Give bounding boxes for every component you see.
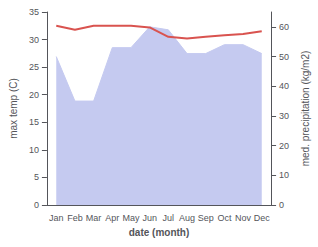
svg-text:35: 35 [29, 7, 39, 17]
svg-text:40: 40 [279, 81, 289, 91]
svg-text:Nov: Nov [235, 213, 252, 223]
svg-text:Jul: Jul [163, 213, 175, 223]
svg-text:60: 60 [279, 22, 289, 32]
svg-text:Jun: Jun [142, 213, 157, 223]
svg-text:Jan: Jan [49, 213, 64, 223]
svg-text:5: 5 [34, 172, 39, 182]
svg-text:Aug: Aug [179, 213, 195, 223]
svg-text:Dec: Dec [254, 213, 271, 223]
svg-text:Oct: Oct [217, 213, 232, 223]
svg-text:20: 20 [279, 141, 289, 151]
svg-text:20: 20 [29, 90, 39, 100]
svg-text:50: 50 [279, 52, 289, 62]
svg-text:Apr: Apr [105, 213, 119, 223]
svg-text:max temp (C): max temp (C) [8, 78, 19, 139]
svg-text:10: 10 [29, 145, 39, 155]
svg-text:Sep: Sep [198, 213, 214, 223]
svg-text:15: 15 [29, 117, 39, 127]
svg-text:Mar: Mar [86, 213, 102, 223]
svg-text:0: 0 [34, 200, 39, 210]
svg-text:30: 30 [29, 35, 39, 45]
svg-text:med. precipitation (kg/m2): med. precipitation (kg/m2) [300, 51, 311, 167]
svg-text:May: May [122, 213, 140, 223]
svg-text:Feb: Feb [67, 213, 83, 223]
svg-text:30: 30 [279, 111, 289, 121]
svg-text:25: 25 [29, 62, 39, 72]
svg-text:date (month): date (month) [129, 227, 190, 238]
svg-text:10: 10 [279, 170, 289, 180]
svg-text:0: 0 [279, 200, 284, 210]
